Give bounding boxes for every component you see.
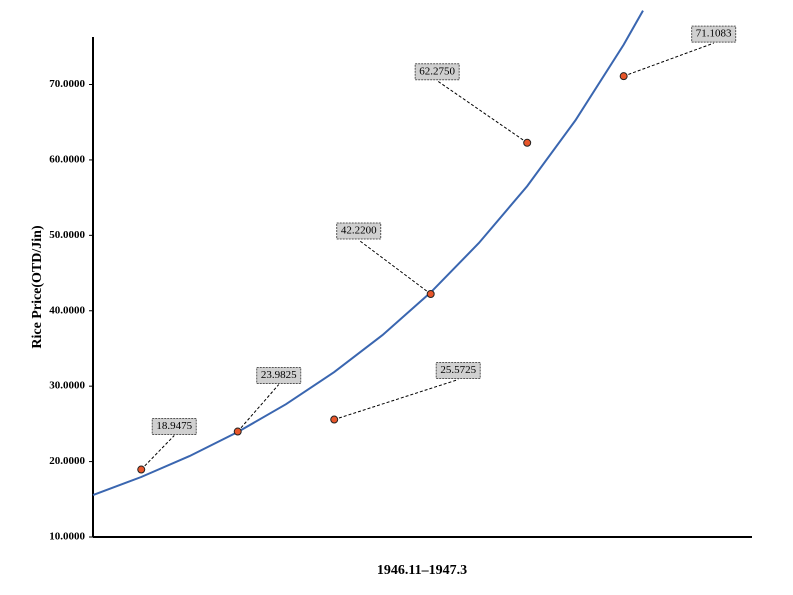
y-tick-label: 50.0000 [49, 229, 85, 241]
label-box [691, 25, 737, 43]
y-tick-label: 60.0000 [49, 153, 85, 165]
point [137, 465, 146, 474]
y-tick-label: 40.0000 [49, 304, 85, 316]
label-box [256, 367, 302, 385]
leader-line [334, 379, 459, 421]
y-tick-label: 70.0000 [49, 78, 85, 90]
y-tick-label: 10.0000 [49, 531, 85, 543]
leader-line [623, 42, 714, 77]
data-label: 62.2750 [419, 65, 455, 77]
leader-line [358, 239, 432, 295]
data-label: 71.1083 [696, 28, 732, 40]
data-label: 25.5725 [440, 364, 476, 376]
leader-line [140, 435, 175, 470]
point [523, 138, 532, 147]
y-tick-label: 20.0000 [49, 455, 85, 467]
label-box [435, 362, 481, 380]
data-label: 18.9475 [156, 420, 192, 432]
point [426, 290, 435, 299]
point [233, 427, 242, 436]
y-axis-title: Rice Price(OTD/Jin) [30, 225, 45, 349]
label-box [414, 63, 460, 81]
fit-curve [92, 10, 644, 497]
point [330, 415, 339, 424]
leader-line [237, 384, 280, 432]
label-box [336, 222, 382, 240]
x-axis-title: 1946.11–1947.3 [377, 563, 467, 578]
data-label: 23.9825 [261, 369, 297, 381]
y-tick-label: 30.0000 [49, 380, 85, 392]
label-box [151, 418, 197, 436]
leader-line [436, 80, 528, 144]
point [619, 72, 628, 81]
data-label: 42.2200 [341, 225, 377, 237]
